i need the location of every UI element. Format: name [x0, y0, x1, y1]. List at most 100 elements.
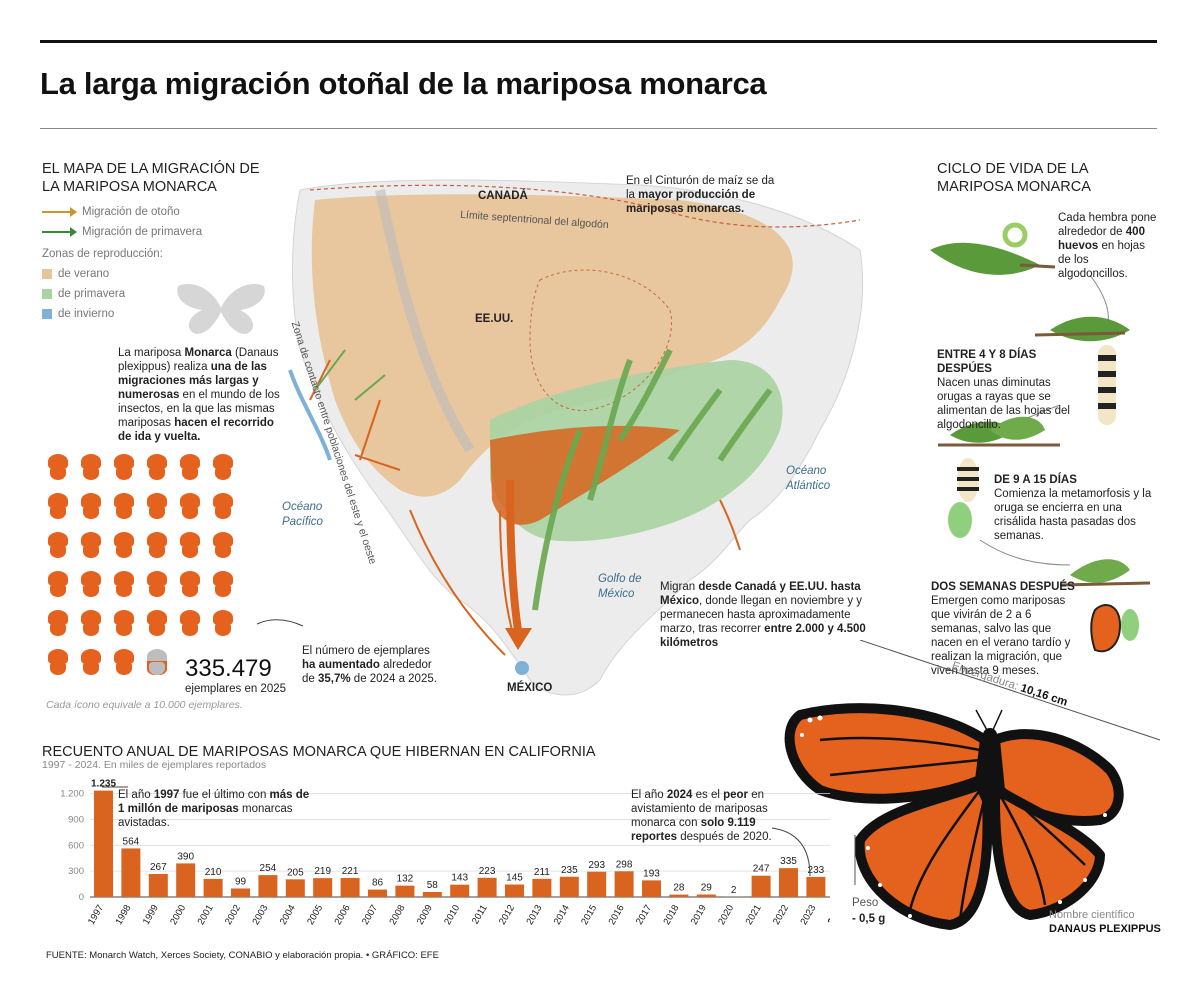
butterfly-pictogram-icon — [79, 610, 103, 636]
bar — [121, 848, 141, 897]
bar — [176, 863, 196, 897]
chart-subtitle: 1997 - 2024. En miles de ejemplares repo… — [42, 759, 267, 771]
map-legend: Migración de otoño Migración de primaver… — [42, 202, 202, 324]
bar — [368, 889, 387, 897]
map-section-title: EL MAPA DE LA MIGRACIÓN DE LA MARIPOSA M… — [42, 161, 260, 195]
label-atlantic: Océano Atlántico — [786, 465, 831, 492]
y-tick-label: 600 — [68, 840, 84, 851]
x-tick-label: 2013 — [524, 903, 544, 927]
x-tick-label: 2024 — [826, 902, 830, 926]
butterfly-pictogram-icon — [211, 571, 235, 597]
bar — [395, 885, 415, 897]
bar — [94, 790, 113, 897]
spring-thin-arrows — [314, 349, 386, 401]
butterfly-pictogram-icon — [112, 493, 136, 519]
x-tick-label: 2019 — [689, 903, 709, 927]
butterfly-pictogram-icon — [46, 571, 70, 597]
legend-winter-zone: de invierno — [42, 304, 202, 324]
migration-map — [288, 179, 864, 696]
butterfly-pictogram-icon — [79, 571, 103, 597]
winter-zone-dot — [515, 661, 529, 675]
butterfly-pictogram-icon — [211, 493, 235, 519]
x-tick-label: 2021 — [744, 903, 764, 927]
header-divider — [40, 128, 1157, 129]
bar-value-label: 58 — [427, 880, 439, 891]
leaf-4 — [1070, 559, 1130, 583]
pupa-text: DE 9 A 15 DÍAS Comienza la metamorfosis y… — [994, 474, 1152, 542]
butterfly-pictogram-icon — [211, 454, 235, 480]
bar-chart: 0 300 600 900 1.200 1.235 1997 564 1998 267 1999 39… — [60, 779, 830, 927]
x-tick-label: 2004 — [278, 903, 298, 927]
adult-text: DOS SEMANAS DESPUÉS Emergen como mariposa… — [931, 581, 1075, 677]
x-tick-label: 2000 — [168, 903, 188, 927]
butterfly-pictogram-icon — [46, 454, 70, 480]
x-tick-label: 1998 — [113, 903, 133, 927]
weight-label: Peso — [852, 897, 879, 909]
leaf-3b — [990, 416, 1045, 440]
butterfly-pictogram-icon — [112, 649, 136, 675]
butterfly-pictogram-icon — [112, 454, 136, 480]
bar-value-label: 390 — [177, 851, 194, 862]
butterfly-pictogram-icon — [211, 532, 235, 558]
x-tick-label: 1999 — [141, 903, 161, 927]
butterfly-pictogram-icon — [79, 532, 103, 558]
x-tick-label: 2014 — [552, 903, 572, 927]
y-tick-label: 900 — [68, 814, 84, 825]
bar-value-label: 247 — [753, 864, 770, 875]
corn-belt-line — [529, 269, 672, 411]
x-tick-label: 2022 — [771, 903, 791, 927]
core-zone — [490, 425, 680, 525]
bar-value-label: 219 — [314, 866, 331, 877]
bar-value-label: 267 — [150, 862, 167, 873]
note-2024: El año 2024 es el peor en avistamiento d… — [631, 789, 772, 843]
spring-arrow-icon — [42, 227, 77, 237]
butterfly-pictogram-icon — [112, 532, 136, 558]
note-1997: El año 1997 fue el último con más de 1 m… — [118, 789, 310, 829]
butterfly-pictogram-icon — [145, 571, 169, 597]
footer-source: FUENTE: Monarch Watch, Xerces Society, C… — [46, 950, 439, 961]
bar — [203, 878, 223, 897]
label-gulf: Golfo de México — [598, 573, 642, 600]
bar-value-label: 145 — [506, 873, 523, 884]
x-tick-label: 2015 — [579, 903, 599, 927]
icon-note: Cada ícono equivale a 10.000 ejemplares. — [46, 699, 243, 711]
legend-summer-zone: de verano — [42, 264, 202, 284]
butterfly-pictogram-icon — [211, 610, 235, 636]
x-tick-label: 2012 — [497, 903, 517, 927]
increase-pointer — [256, 619, 304, 627]
intro-text: La mariposa Monarca (Danaus plexippus) r… — [118, 347, 280, 443]
count-label: ejemplares en 2025 — [185, 683, 287, 695]
butterfly-pictogram-icon — [145, 532, 169, 558]
lifecycle-illustration — [930, 222, 1151, 653]
bar — [669, 894, 689, 897]
x-tick-label: 2001 — [196, 903, 216, 927]
x-tick-label: 2008 — [387, 903, 407, 927]
page-title: La larga migración otoñal de la mariposa… — [40, 66, 767, 101]
butterfly-pictogram-icon — [145, 610, 169, 636]
leaf-1 — [930, 242, 1040, 275]
bar-value-label: 335 — [780, 856, 797, 867]
butterfly-pictogram-icon — [46, 532, 70, 558]
butterfly-pictogram-icon — [112, 610, 136, 636]
larva-text: ENTRE 4 Y 8 DÍAS DESPÚES Nacen unas dimin… — [937, 349, 1070, 431]
x-tick-label: 2011 — [470, 903, 490, 926]
bar — [450, 884, 470, 897]
pictogram-grid — [46, 454, 237, 675]
butterfly-illustration — [784, 640, 1161, 930]
main-autumn-arrow — [506, 479, 522, 631]
winter-swatch — [42, 309, 52, 319]
summer-swatch — [42, 269, 52, 279]
note-2024-pointer — [771, 827, 811, 877]
bar — [231, 888, 250, 897]
bar — [477, 877, 497, 897]
butterfly-pictogram-icon — [178, 454, 202, 480]
lifecycle-title: CICLO DE VIDA DE LA MARIPOSA MONARCA — [937, 161, 1091, 195]
x-tick-label: 2018 — [661, 903, 681, 927]
bar — [258, 875, 278, 897]
butterfly-pictogram-icon — [178, 571, 202, 597]
forewing-left — [784, 703, 990, 804]
x-tick-label: 1997 — [86, 903, 106, 927]
chrysalis-icon — [948, 458, 979, 538]
label-mexico: MÉXICO — [507, 682, 553, 694]
autumn-arrow-icon — [42, 207, 77, 217]
